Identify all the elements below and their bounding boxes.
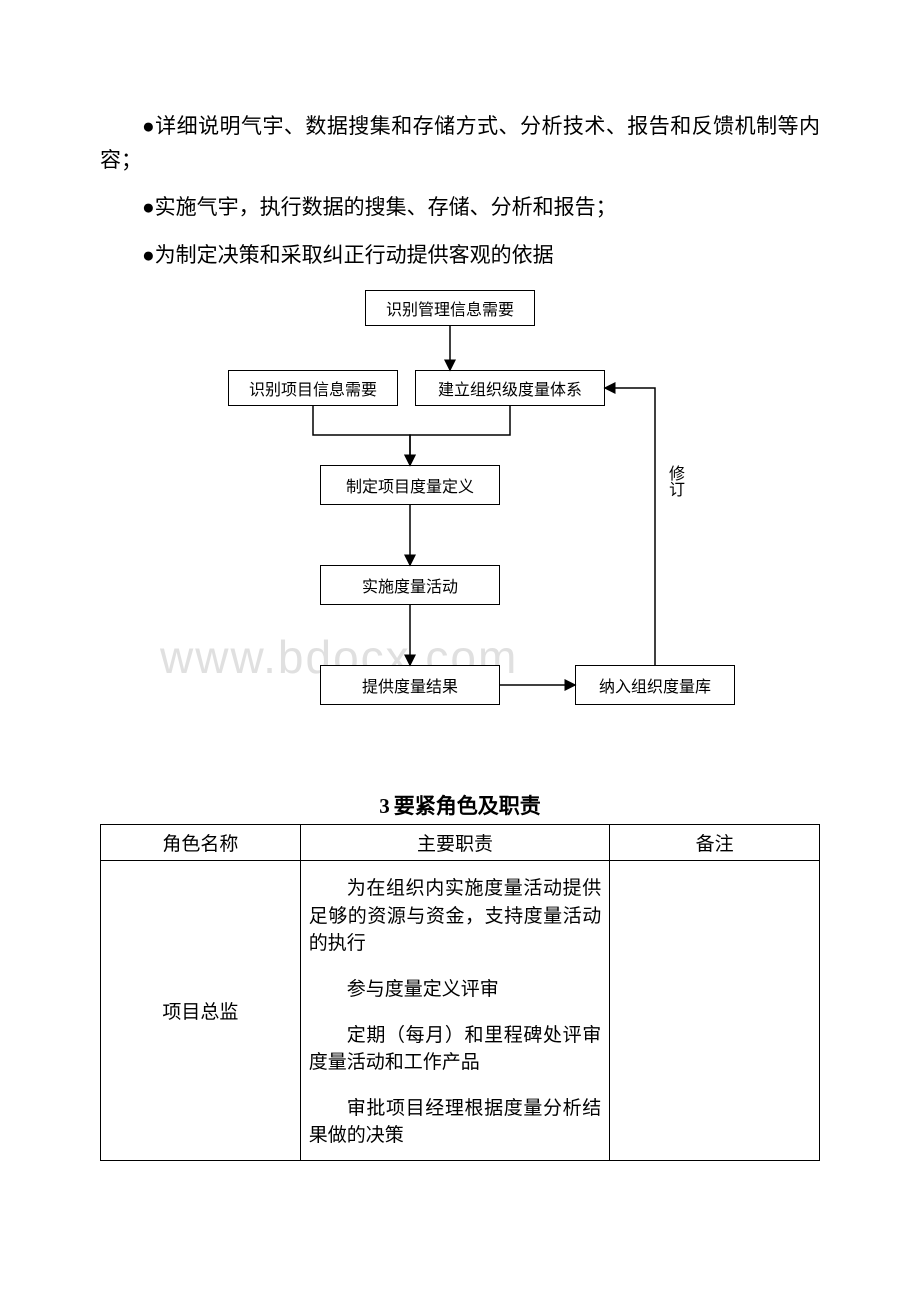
- flow-node-n3: 建立组织级度量体系: [415, 370, 605, 406]
- duty-item: 定期（每月）和里程碑处评审度量活动和工作产品: [309, 1022, 602, 1077]
- flow-edge-2: [410, 406, 510, 465]
- role-name-cell: 项目总监: [101, 861, 301, 1160]
- table-header-row: 角色名称 主要职责 备注: [101, 825, 820, 861]
- flow-node-n2: 识别项目信息需要: [228, 370, 398, 406]
- flow-edge-label-6: 修订: [662, 465, 686, 497]
- section-3-title: 3要紧角色及职责: [100, 790, 820, 820]
- col-header-role: 角色名称: [101, 825, 301, 861]
- duty-item: 参与度量定义评审: [309, 976, 602, 1004]
- section-text: 要紧角色及职责: [394, 794, 541, 818]
- roles-table: 角色名称 主要职责 备注 项目总监为在组织内实施度量活动提供足够的资源与资金，支…: [100, 824, 820, 1160]
- note-cell: [610, 861, 820, 1160]
- duty-item: 审批项目经理根据度量分析结果做的决策: [309, 1095, 602, 1150]
- flow-node-n7: 纳入组织度量库: [575, 665, 735, 705]
- table-row: 项目总监为在组织内实施度量活动提供足够的资源与资金，支持度量活动的执行参与度量定…: [101, 861, 820, 1160]
- flow-edge-6: [605, 388, 655, 665]
- col-header-note: 备注: [610, 825, 820, 861]
- flow-node-n4: 制定项目度量定义: [320, 465, 500, 505]
- duty-item: 为在组织内实施度量活动提供足够的资源与资金，支持度量活动的执行: [309, 875, 602, 958]
- page-content: ●详细说明气宇、数据搜集和存储方式、分析技术、报告和反馈机制等内容； ●实施气宇…: [0, 0, 920, 1161]
- bullet-paragraph-2: ●实施气宇，执行数据的搜集、存储、分析和报告；: [100, 191, 820, 225]
- flowchart: www.bdocx.com 识别管理信息需要识别项目信息需要建立组织级度量体系制…: [180, 290, 740, 730]
- flow-node-n1: 识别管理信息需要: [365, 290, 535, 326]
- flow-node-n6: 提供度量结果: [320, 665, 500, 705]
- bullet-paragraph-1: ●详细说明气宇、数据搜集和存储方式、分析技术、报告和反馈机制等内容；: [100, 110, 820, 177]
- section-number: 3: [379, 794, 390, 818]
- bullet-paragraph-3: ●为制定决策和采取纠正行动提供客观的依据: [100, 239, 820, 273]
- duty-cell: 为在组织内实施度量活动提供足够的资源与资金，支持度量活动的执行参与度量定义评审定…: [300, 861, 610, 1160]
- flow-edge-1: [313, 406, 410, 465]
- col-header-duty: 主要职责: [300, 825, 610, 861]
- flow-node-n5: 实施度量活动: [320, 565, 500, 605]
